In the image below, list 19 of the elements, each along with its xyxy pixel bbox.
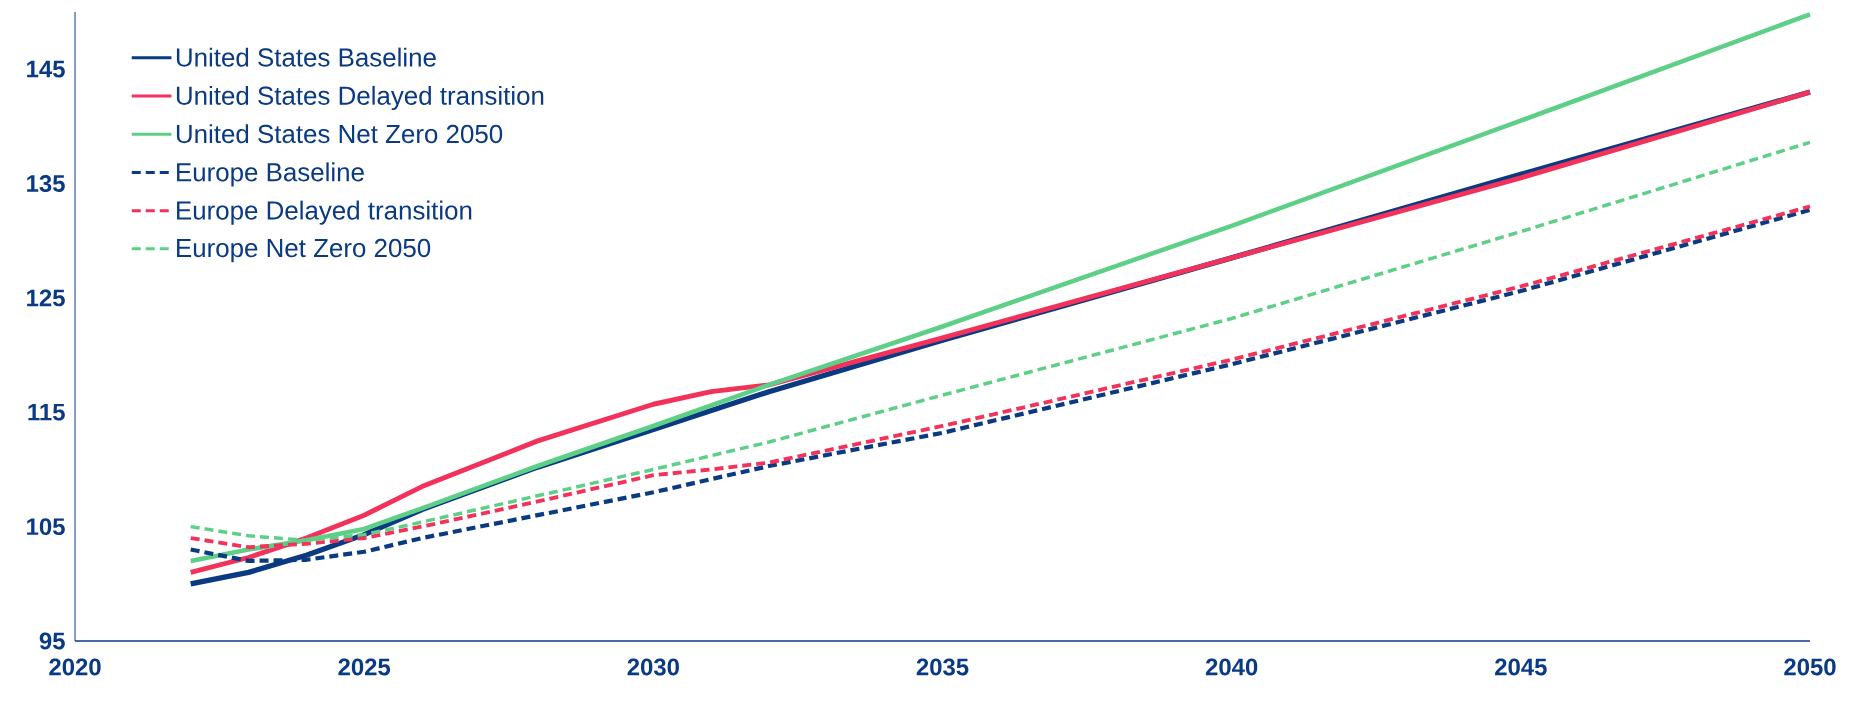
x-tick-label: 2030 bbox=[627, 658, 679, 676]
x-tick-label: 2020 bbox=[49, 658, 101, 676]
x-tick-label: 2050 bbox=[1784, 658, 1836, 676]
x-tick-label: 2040 bbox=[1205, 658, 1258, 676]
legend-label: United States Delayed transition bbox=[176, 85, 544, 111]
x-tick-label: 2035 bbox=[916, 658, 969, 676]
y-tick-label: 95 bbox=[39, 632, 65, 650]
y-tick-label: 125 bbox=[27, 289, 65, 307]
y-tick-label: 135 bbox=[27, 175, 65, 193]
x-tick-label: 2025 bbox=[338, 658, 391, 676]
legend-label: Europe Net Zero 2050 bbox=[177, 238, 431, 263]
y-tick-label: 105 bbox=[27, 518, 65, 536]
legend-label: United States Net Zero 2050 bbox=[176, 124, 503, 144]
y-tick-label: 145 bbox=[27, 60, 65, 78]
legend-label: United States Baseline bbox=[176, 47, 436, 67]
x-tick-label: 2045 bbox=[1495, 658, 1547, 676]
legend-label: Europe Delayed transition bbox=[177, 200, 472, 225]
y-tick-label: 115 bbox=[28, 403, 65, 421]
legend-label: Europe Baseline bbox=[177, 162, 364, 187]
